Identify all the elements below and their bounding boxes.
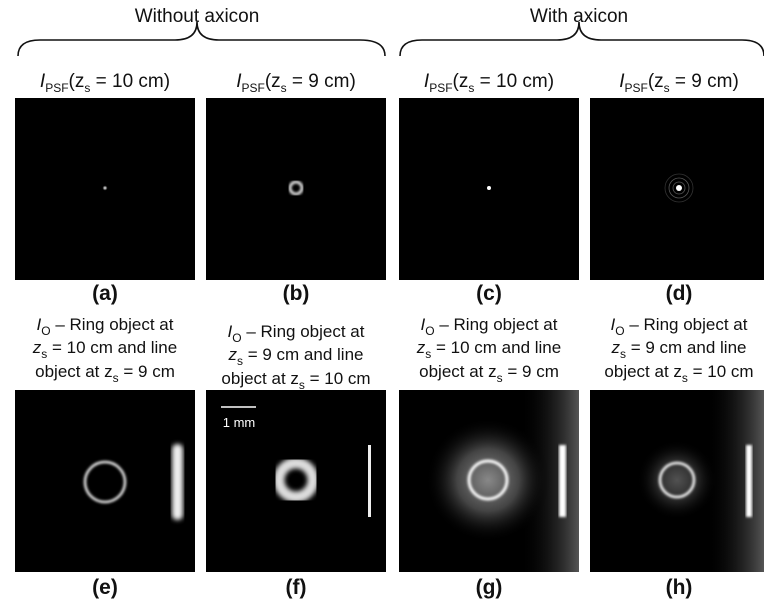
text-run: – Ring object at	[51, 315, 174, 334]
figure: Without axicon With axicon IPSF(zs = 10 cm…	[0, 0, 764, 606]
caption-line: IO – Ring object at	[421, 315, 558, 338]
text-run: – Ring object at	[242, 322, 365, 341]
psf-images	[15, 98, 764, 280]
panel-label: (b)	[283, 282, 310, 305]
blur-halo	[426, 418, 550, 542]
caption-line: IO – Ring object at	[37, 315, 174, 338]
caption-line: zs = 9 cm and line	[611, 338, 747, 361]
caption-line: zs = 10 cm and line	[32, 338, 177, 361]
panel-label: (e)	[92, 576, 118, 599]
panel-title: IPSF(zs = 9 cm)	[236, 71, 356, 95]
panel-title: IPSF(zs = 10 cm)	[40, 71, 170, 95]
panel-label: (g)	[476, 576, 503, 599]
panel-label: (h)	[666, 576, 693, 599]
text-run: z	[416, 338, 426, 357]
scale-bar-label: 1 mm	[223, 415, 256, 430]
panel-title: IPSF(zs = 10 cm)	[424, 71, 554, 95]
image	[206, 98, 386, 280]
group-title: Without axicon	[135, 6, 260, 27]
caption-line: zs = 9 cm and line	[228, 345, 364, 368]
caption-line: object at zs = 10 cm	[221, 369, 370, 392]
line-object	[368, 445, 371, 517]
panel-label: (c)	[476, 282, 502, 305]
text-run: PSF	[241, 81, 264, 95]
text-run: = 9 cm	[503, 362, 559, 381]
text-run: object at z	[419, 362, 497, 381]
text-run: = 9 cm)	[670, 71, 739, 92]
text-run: O	[425, 324, 434, 338]
text-run: = 10 cm)	[474, 71, 554, 92]
line-object	[559, 445, 566, 517]
caption-line: object at zs = 9 cm	[35, 362, 175, 385]
text-run: = 10 cm and line	[47, 338, 177, 357]
text-run: PSF	[45, 81, 68, 95]
group-title: With axicon	[530, 6, 628, 27]
text-run: (z	[453, 71, 469, 92]
text-run: object at z	[35, 362, 113, 381]
text-run: O	[41, 324, 50, 338]
caption-line: object at zs = 9 cm	[419, 362, 559, 385]
text-run: object at z	[221, 369, 299, 388]
text-run: = 10 cm	[305, 369, 371, 388]
text-run: = 9 cm and line	[626, 338, 747, 357]
text-run: PSF	[624, 81, 647, 95]
text-run: – Ring object at	[625, 315, 748, 334]
panel-label: (a)	[92, 282, 118, 305]
text-run: (z	[648, 71, 664, 92]
text-run: (z	[265, 71, 281, 92]
caption-line: object at zs = 10 cm	[604, 362, 753, 385]
text-run: = 9 cm and line	[243, 345, 364, 364]
text-run: (z	[69, 71, 85, 92]
image	[15, 390, 195, 572]
text-run: O	[232, 331, 241, 345]
line-object	[172, 444, 183, 520]
text-run: z	[228, 345, 238, 364]
panel-label: (d)	[666, 282, 693, 305]
psf-spot	[676, 185, 682, 191]
caption-line: IO – Ring object at	[611, 315, 748, 338]
text-run: – Ring object at	[435, 315, 558, 334]
text-run: object at z	[604, 362, 682, 381]
text-run: = 9 cm)	[287, 71, 356, 92]
text-run: z	[32, 338, 42, 357]
text-run: = 10 cm and line	[431, 338, 561, 357]
caption-line: zs = 10 cm and line	[416, 338, 561, 361]
text-run: PSF	[429, 81, 452, 95]
object-images	[15, 390, 764, 572]
page: Without axicon With axicon IPSF(zs = 10 cm…	[0, 0, 764, 606]
blur-halo	[637, 440, 717, 520]
text-run: z	[611, 338, 621, 357]
psf-spot	[103, 186, 108, 191]
panel-label: (f)	[286, 576, 307, 599]
caption-line: IO – Ring object at	[228, 322, 365, 345]
brace	[18, 22, 385, 56]
text-run: = 10 cm	[688, 362, 754, 381]
text-run: = 10 cm)	[90, 71, 170, 92]
text-run: O	[615, 324, 624, 338]
text-run: = 9 cm	[119, 362, 175, 381]
psf-spot	[487, 186, 491, 190]
panel-title: IPSF(zs = 9 cm)	[619, 71, 739, 95]
line-object	[746, 445, 752, 517]
brace	[400, 22, 764, 56]
